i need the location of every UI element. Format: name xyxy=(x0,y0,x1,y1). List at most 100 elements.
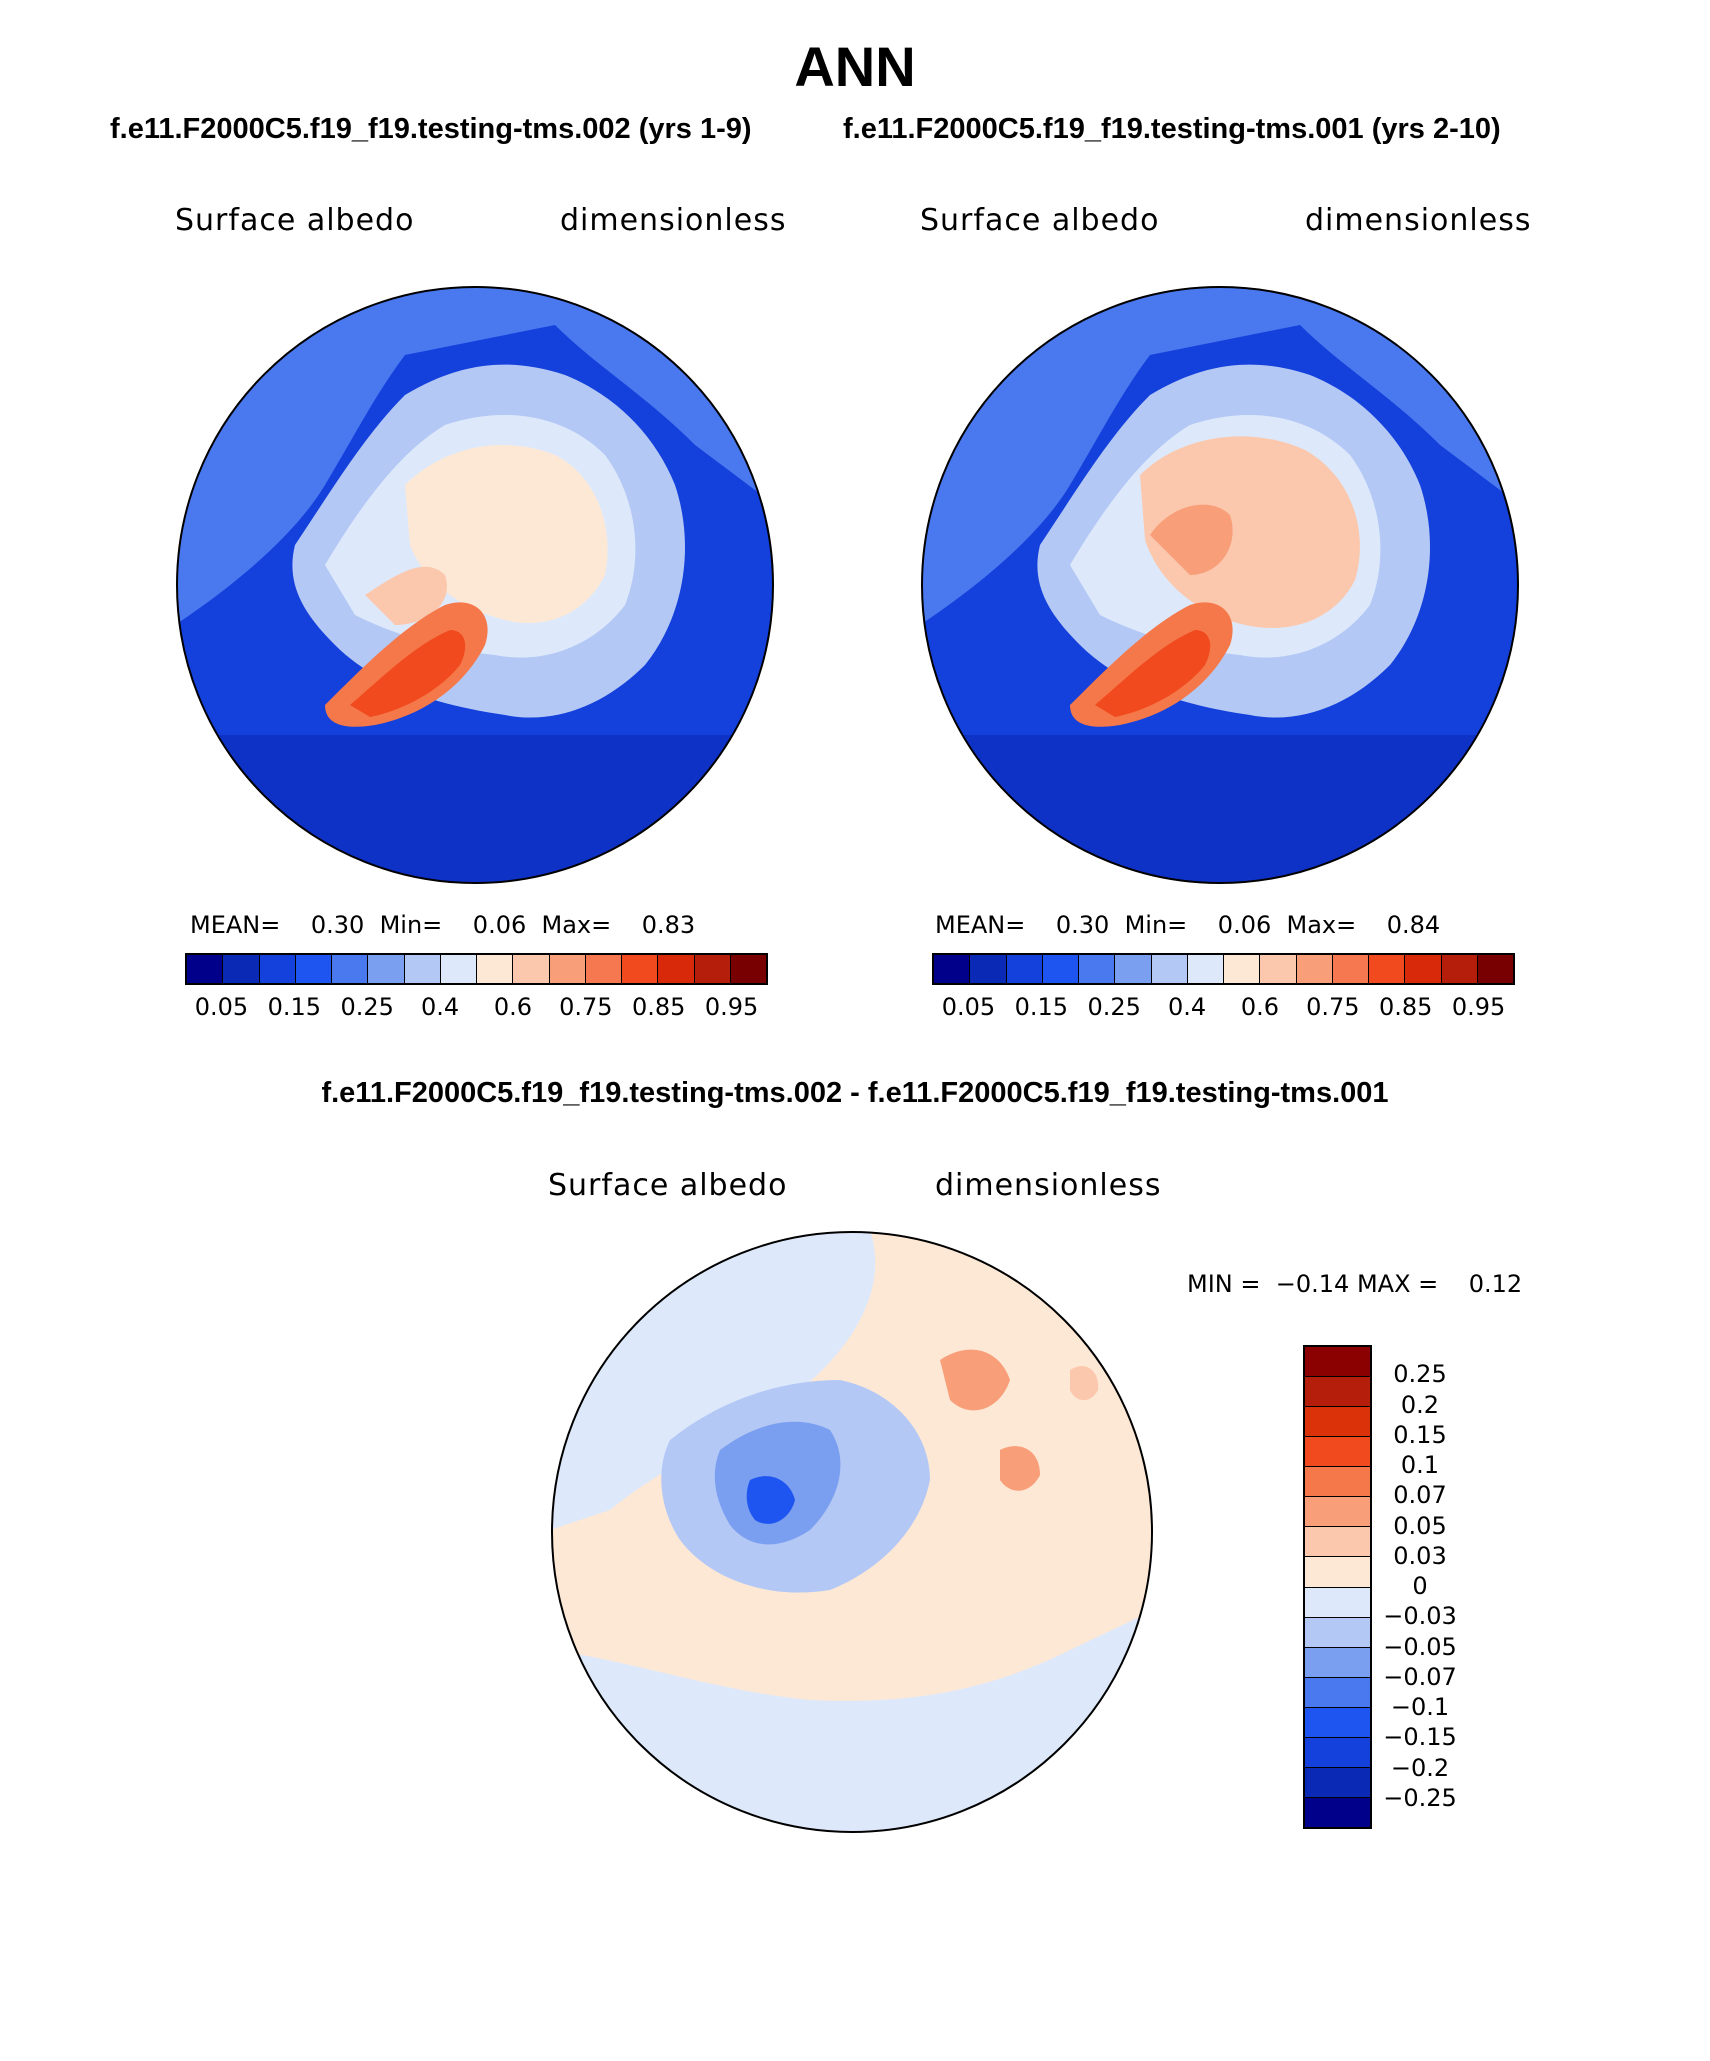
diff-min-value: −0.14 xyxy=(1275,1270,1350,1298)
colorbar-tick-label: 0.95 xyxy=(704,993,759,1021)
colorbar-swatch xyxy=(295,955,332,983)
panel1-max-value: 0.83 xyxy=(641,911,696,939)
colorbar-swatch xyxy=(1305,1527,1370,1558)
colorbar-swatch xyxy=(1224,955,1261,983)
colorbar-swatch xyxy=(477,955,514,983)
colorbar-swatch xyxy=(332,955,369,983)
colorbar-swatch xyxy=(934,955,971,983)
panel1-mean-label: MEAN= xyxy=(190,911,281,939)
colorbar-swatch xyxy=(368,955,405,983)
panel2-max-label: Max= xyxy=(1286,911,1357,939)
diff-max-value: 0.12 xyxy=(1468,1270,1523,1298)
colorbar-swatch xyxy=(1187,955,1224,983)
colorbar-swatch xyxy=(1305,1797,1370,1827)
colorbar-swatch xyxy=(1151,955,1188,983)
diff-variable-label: Surface albedo xyxy=(548,1168,788,1203)
colorbar-swatch xyxy=(1305,1767,1370,1798)
colorbar-tick-label: 0.25 xyxy=(1393,1360,1447,1389)
colorbar-swatch xyxy=(513,955,550,983)
panel2-mean-value: 0.30 xyxy=(1055,911,1110,939)
colorbar-tick-label: 0.6 xyxy=(493,993,533,1021)
colorbar-tick-label: −0.05 xyxy=(1383,1632,1457,1661)
panel2-min-value: 0.06 xyxy=(1217,911,1272,939)
diff-colorbar xyxy=(1303,1345,1372,1829)
colorbar-swatch xyxy=(1296,955,1333,983)
panel2-variable-label: Surface albedo xyxy=(920,203,1160,238)
panel2-max-value: 0.84 xyxy=(1386,911,1441,939)
colorbar-swatch xyxy=(1477,955,1513,983)
colorbar-swatch xyxy=(1305,1677,1370,1708)
colorbar-tick-label: 0.05 xyxy=(194,993,249,1021)
colorbar-tick-label: 0.15 xyxy=(1014,993,1069,1021)
colorbar-swatch xyxy=(1305,1467,1370,1498)
colorbar-swatch xyxy=(404,955,441,983)
colorbar-tick-label: 0.1 xyxy=(1400,1451,1440,1479)
panel2-units-label: dimensionless xyxy=(1305,203,1532,238)
colorbar-swatch xyxy=(694,955,731,983)
panel1-min-label: Min= xyxy=(379,911,443,939)
colorbar-swatch xyxy=(259,955,296,983)
panel2-min-label: Min= xyxy=(1124,911,1188,939)
colorbar-swatch xyxy=(622,955,659,983)
colorbar-swatch xyxy=(1305,1347,1370,1378)
colorbar-swatch xyxy=(1305,1437,1370,1468)
colorbar-tick-label: 0.2 xyxy=(1400,1390,1440,1419)
figure-title: ANN xyxy=(794,35,916,98)
colorbar-tick-label: 0 xyxy=(1412,1572,1428,1600)
colorbar-tick-label: 0.95 xyxy=(1451,993,1506,1021)
colorbar-tick-label: 0.4 xyxy=(420,993,460,1021)
colorbar-swatch xyxy=(1079,955,1116,983)
colorbar-tick-label: 0.15 xyxy=(1393,1420,1447,1449)
colorbar-tick-label: −0.25 xyxy=(1383,1783,1457,1812)
colorbar-tick-label: 0.15 xyxy=(267,993,322,1021)
diff-max-label: MAX = xyxy=(1356,1270,1439,1298)
diff-header: f.e11.F2000C5.f19_f19.testing-tms.002 - … xyxy=(321,1077,1389,1109)
colorbar-swatch xyxy=(1305,1557,1370,1588)
panel2-colorbar xyxy=(932,953,1515,985)
panel2-mean-label: MEAN= xyxy=(935,911,1026,939)
colorbar-swatch xyxy=(1369,955,1406,983)
diff-colorbar-ticks: 0.25 0.2 0.15 0.1 0.07 0.05 0.03 0 −0.03 −0.05 −0.… xyxy=(1380,1345,1480,1829)
colorbar-swatch xyxy=(1305,1707,1370,1738)
colorbar-tick-label: 0.03 xyxy=(1393,1541,1447,1570)
colorbar-swatch xyxy=(658,955,695,983)
colorbar-swatch xyxy=(1305,1737,1370,1768)
panel1-colorbar-ticks: 0.05 0.15 0.25 0.4 0.6 0.75 0.85 0.95 xyxy=(185,993,768,1023)
panel1-polar-map xyxy=(176,286,774,884)
colorbar-swatch xyxy=(1305,1617,1370,1648)
colorbar-swatch xyxy=(223,955,260,983)
colorbar-swatch xyxy=(1305,1587,1370,1618)
colorbar-swatch xyxy=(1441,955,1478,983)
colorbar-swatch xyxy=(187,955,224,983)
colorbar-swatch xyxy=(1042,955,1079,983)
colorbar-tick-label: −0.2 xyxy=(1390,1753,1450,1782)
colorbar-swatch xyxy=(1305,1497,1370,1528)
colorbar-swatch xyxy=(970,955,1007,983)
colorbar-swatch xyxy=(730,955,766,983)
colorbar-swatch xyxy=(1405,955,1442,983)
colorbar-tick-label: 0.75 xyxy=(559,993,613,1021)
colorbar-tick-label: 0.4 xyxy=(1167,993,1207,1021)
colorbar-swatch xyxy=(1115,955,1152,983)
colorbar-tick-label: −0.1 xyxy=(1390,1693,1450,1721)
colorbar-tick-label: −0.03 xyxy=(1383,1602,1457,1631)
colorbar-tick-label: 0.05 xyxy=(941,993,996,1021)
diff-min-label: MIN = xyxy=(1187,1270,1261,1298)
diff-polar-map xyxy=(551,1231,1153,1833)
panel2-colorbar-ticks: 0.05 0.15 0.25 0.4 0.6 0.75 0.85 0.95 xyxy=(932,993,1515,1023)
panel1-units-label: dimensionless xyxy=(560,203,787,238)
colorbar-tick-label: 0.07 xyxy=(1393,1481,1447,1510)
diff-units-label: dimensionless xyxy=(935,1168,1162,1203)
panel2-header: f.e11.F2000C5.f19_f19.testing-tms.001 (y… xyxy=(843,113,1501,145)
diff-stats: MIN = −0.14 MAX = 0.12 xyxy=(1187,1270,1522,1298)
panel1-header: f.e11.F2000C5.f19_f19.testing-tms.002 (y… xyxy=(110,113,752,145)
colorbar-swatch xyxy=(549,955,586,983)
colorbar-tick-label: 0.85 xyxy=(631,993,686,1021)
colorbar-swatch xyxy=(585,955,622,983)
panel1-stats: MEAN= 0.30 Min= 0.06 Max= 0.83 xyxy=(190,911,695,939)
colorbar-swatch xyxy=(1006,955,1043,983)
colorbar-swatch xyxy=(1260,955,1297,983)
colorbar-tick-label: 0.6 xyxy=(1240,993,1280,1021)
colorbar-tick-label: 0.85 xyxy=(1378,993,1433,1021)
panel1-min-value: 0.06 xyxy=(472,911,527,939)
